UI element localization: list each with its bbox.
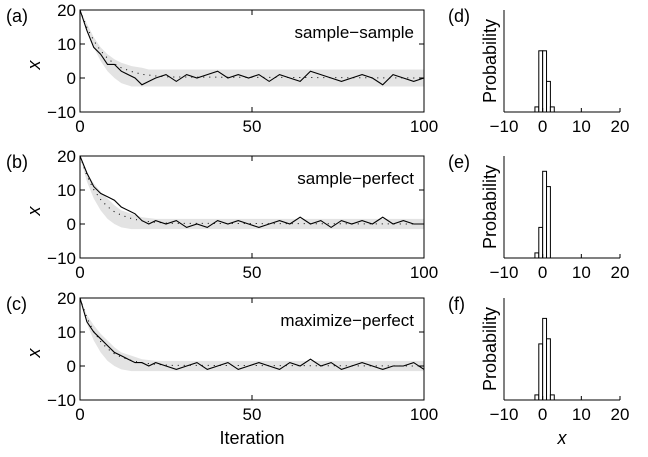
- histogram-bar: [542, 170, 548, 259]
- x-tick-label: 10: [572, 117, 591, 136]
- x-tick-label: 50: [243, 117, 262, 136]
- x-tick-label: 0: [75, 117, 84, 136]
- histogram-bar: [538, 50, 544, 113]
- series-label: sample−sample: [294, 23, 414, 42]
- histogram-bar: [534, 106, 540, 113]
- y-tick-label: 20: [57, 147, 76, 166]
- y-axis-label: Probability: [480, 307, 500, 391]
- y-tick-label: 20: [57, 289, 76, 308]
- panel-label: (d): [448, 6, 470, 26]
- x-tick-label: −10: [490, 117, 519, 136]
- confidence-band: [80, 10, 424, 87]
- x-tick-label: 50: [243, 263, 262, 282]
- x-axis-label: Iteration: [219, 428, 284, 448]
- series-label: sample−perfect: [297, 169, 414, 188]
- histogram-bar: [549, 394, 555, 401]
- histogram-bar: [546, 186, 551, 259]
- x-tick-label: 0: [75, 263, 84, 282]
- histogram-bar: [549, 106, 555, 113]
- sample-trace: [79, 297, 425, 371]
- x-tick-label: 10: [572, 263, 591, 282]
- panel-label: (e): [448, 152, 470, 172]
- y-axis-label: Probability: [480, 165, 500, 249]
- y-tick-label: 0: [67, 357, 76, 376]
- histogram-bar: [534, 394, 540, 401]
- x-tick-label: 100: [410, 405, 438, 424]
- y-tick-label: 10: [57, 323, 76, 342]
- x-tick-label: 50: [243, 405, 262, 424]
- histogram-bar: [542, 317, 548, 401]
- y-tick-label: 10: [57, 181, 76, 200]
- x-tick-label: 10: [572, 405, 591, 424]
- histogram-bar: [546, 80, 551, 113]
- x-tick-label: 20: [611, 117, 630, 136]
- x-tick-label: 0: [538, 405, 547, 424]
- y-axis-label: Probability: [480, 19, 500, 103]
- histogram-bar: [542, 50, 548, 113]
- y-tick-label: −10: [47, 249, 76, 268]
- x-tick-label: 0: [538, 117, 547, 136]
- y-tick-label: −10: [47, 103, 76, 122]
- y-axis-label: x: [24, 348, 44, 359]
- x-tick-label: 0: [538, 263, 547, 282]
- confidence-band: [80, 298, 424, 372]
- panel-label: (f): [448, 294, 465, 314]
- y-axis-label: x: [24, 60, 44, 71]
- sample-trace: [79, 9, 425, 86]
- panel-label: (c): [6, 294, 27, 314]
- histogram-bar: [538, 343, 544, 401]
- y-tick-label: 0: [67, 69, 76, 88]
- x-tick-label: 100: [410, 117, 438, 136]
- histogram-bar: [534, 252, 540, 259]
- y-tick-label: 10: [57, 35, 76, 54]
- x-axis-label: x: [557, 428, 568, 448]
- sample-trace: [79, 155, 424, 229]
- x-tick-label: −10: [490, 263, 519, 282]
- y-axis-label: x: [24, 206, 44, 217]
- x-tick-label: 20: [611, 263, 630, 282]
- y-tick-label: 20: [57, 1, 76, 20]
- y-tick-label: −10: [47, 391, 76, 410]
- histogram-bar: [546, 338, 551, 401]
- histogram-bar: [538, 226, 544, 259]
- x-tick-label: 20: [611, 405, 630, 424]
- panel-label: (b): [6, 152, 28, 172]
- confidence-band: [80, 156, 424, 230]
- y-tick-label: 0: [67, 215, 76, 234]
- x-tick-label: −10: [490, 405, 519, 424]
- x-tick-label: 100: [410, 263, 438, 282]
- x-tick-label: 0: [75, 405, 84, 424]
- panel-label: (a): [6, 6, 28, 26]
- series-label: maximize−perfect: [280, 311, 414, 330]
